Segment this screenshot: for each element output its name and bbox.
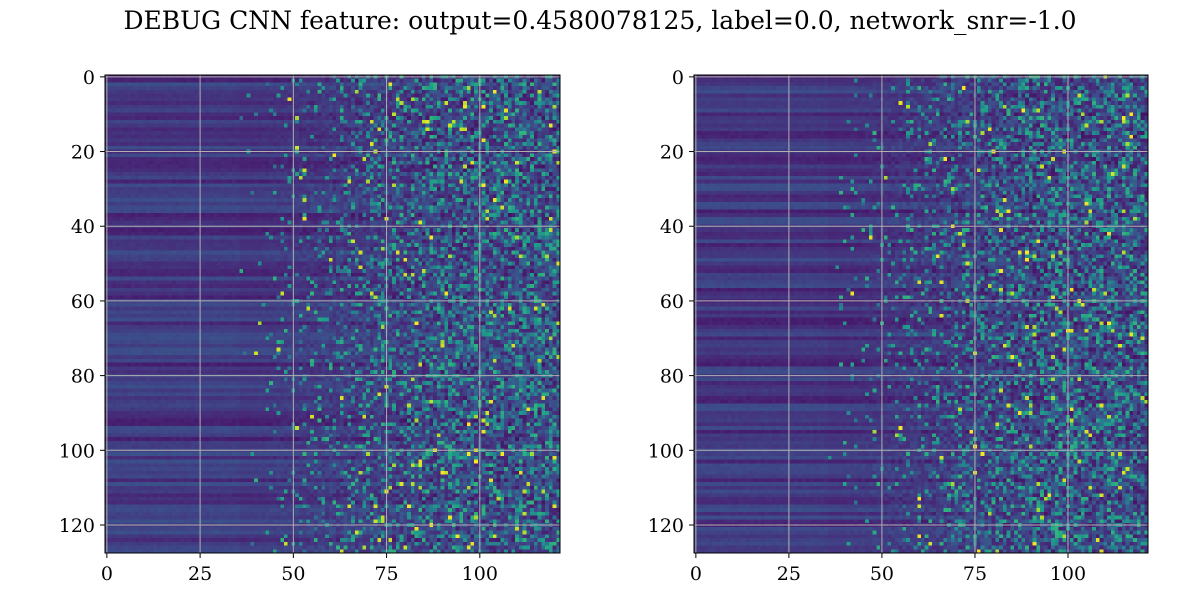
y-tick-label: 100 xyxy=(648,440,684,462)
x-tick-label: 75 xyxy=(963,563,987,585)
heatmap-image xyxy=(694,75,1148,553)
y-tick-label: 40 xyxy=(660,216,684,238)
y-tick-label: 100 xyxy=(59,440,95,462)
x-tick-label: 100 xyxy=(1050,563,1086,585)
heatmap-panel-right: 0 25 50 75 100 0 20 40 60 80 100 120 xyxy=(648,67,1149,585)
axes-frame xyxy=(104,74,561,554)
x-tick-label: 0 xyxy=(101,563,113,585)
y-tick-label: 0 xyxy=(672,67,684,89)
y-tick-label: 60 xyxy=(660,291,684,313)
axes-frame xyxy=(693,74,1149,554)
y-tick-label: 40 xyxy=(71,216,95,238)
x-tick-label: 0 xyxy=(690,563,702,585)
y-tick-label: 20 xyxy=(71,142,95,164)
heatmap-panel-left: 0 25 50 75 100 0 20 40 60 80 100 120 xyxy=(59,67,561,585)
x-tick-label: 100 xyxy=(462,563,498,585)
x-tick-label: 50 xyxy=(870,563,894,585)
x-tick-label: 25 xyxy=(777,563,801,585)
y-tick-label: 120 xyxy=(59,515,95,537)
x-tick-label: 50 xyxy=(281,563,305,585)
heatmap-image xyxy=(105,75,560,553)
y-tick-label: 0 xyxy=(83,67,95,89)
y-tick-label: 120 xyxy=(648,515,684,537)
y-tick-label: 20 xyxy=(660,142,684,164)
y-tick-label: 80 xyxy=(71,366,95,388)
y-tick-label: 60 xyxy=(71,291,95,313)
y-tick-label: 80 xyxy=(660,366,684,388)
figure-title: DEBUG CNN feature: output=0.4580078125, … xyxy=(123,6,1077,35)
x-tick-label: 25 xyxy=(188,563,212,585)
x-tick-label: 75 xyxy=(374,563,398,585)
